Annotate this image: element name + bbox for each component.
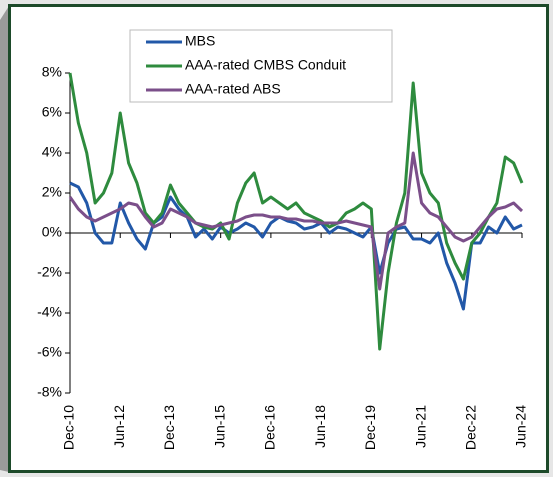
x-tick-label: Jun-15	[211, 405, 227, 448]
x-tick-label: Jun-21	[412, 405, 428, 448]
y-tick-label: 8%	[42, 64, 62, 80]
x-tick-label: Dec-16	[262, 405, 278, 450]
y-tick-label: 2%	[42, 184, 62, 200]
y-tick-label: -6%	[37, 344, 62, 360]
y-tick-label: 4%	[42, 144, 62, 160]
series-line	[68, 151, 524, 291]
x-tick-label: Dec-13	[161, 405, 177, 450]
legend-label: AAA-rated ABS	[185, 81, 281, 97]
x-tick-label: Jun-18	[312, 405, 328, 448]
y-tick-label: -2%	[37, 264, 62, 280]
y-tick-label: -4%	[37, 304, 62, 320]
y-tick-label: -8%	[37, 384, 62, 400]
x-tick-label: Dec-10	[61, 405, 77, 450]
x-tick-label: Jun-12	[111, 405, 127, 448]
legend-label: AAA-rated CMBS Conduit	[185, 57, 346, 73]
series-line	[69, 181, 523, 311]
series-line	[68, 72, 524, 351]
x-tick-label: Jun-24	[513, 405, 529, 448]
shadow	[0, 6, 9, 472]
y-tick-label: 0%	[42, 224, 62, 240]
legend-label: MBS	[185, 33, 215, 49]
y-tick-label: 6%	[42, 104, 62, 120]
x-tick-label: Dec-19	[362, 405, 378, 450]
x-tick-label: Dec-22	[462, 405, 478, 450]
